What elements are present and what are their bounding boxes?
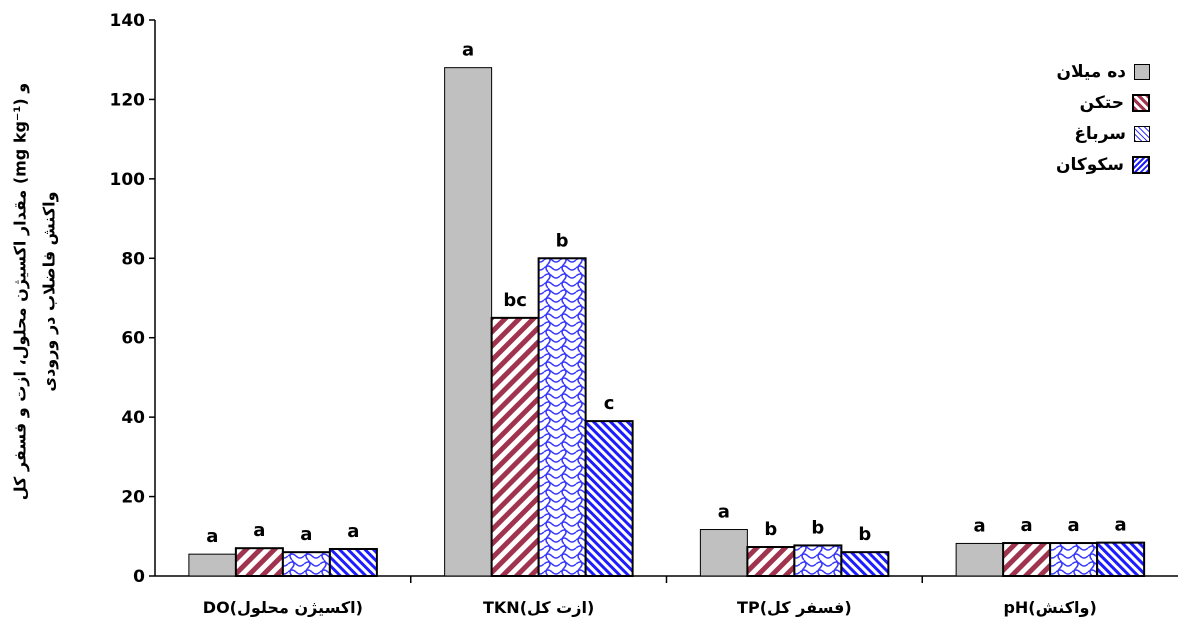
data-label: a	[718, 502, 730, 523]
y-tick-label: 20	[121, 488, 145, 508]
bar	[840, 551, 890, 578]
data-label: b	[811, 517, 824, 538]
labels: 0 20 40 60 80 100 120 140 DO(اکسیژن محلول) TKN(از…	[110, 11, 1127, 617]
bar	[793, 544, 843, 577]
bars	[188, 67, 1146, 578]
bar	[584, 420, 634, 577]
legend-label: سکوکان	[1055, 154, 1124, 175]
y-axis-label-line1: مقدار اکسیژن محلول، ازت و فسفر کل (mg kg…	[10, 82, 30, 501]
data-label: a	[1068, 515, 1080, 536]
legend-item: سرباغ	[980, 118, 1150, 149]
bar	[328, 547, 378, 577]
x-tick-label: TKN(ازت کل)	[483, 598, 594, 617]
bar	[955, 542, 1004, 577]
bar	[234, 547, 284, 578]
legend-label: سرباغ	[1074, 123, 1126, 144]
y-tick-label: 60	[121, 329, 145, 349]
bar	[537, 257, 587, 577]
data-label: b	[556, 230, 569, 251]
bar	[746, 546, 796, 577]
bar	[1002, 542, 1052, 578]
y-tick-label: 40	[121, 408, 145, 428]
legend-label: حتکن	[1079, 92, 1124, 113]
y-axis-label-line2: واکنش فاضلاب در ورودی	[39, 191, 59, 392]
x-tick-label: pH(واکنش)	[1003, 598, 1096, 617]
legend-swatch-gray	[1134, 63, 1150, 80]
data-label: a	[1021, 515, 1033, 536]
bar	[699, 529, 748, 577]
data-label: a	[253, 520, 265, 541]
y-tick-label: 0	[133, 567, 145, 587]
x-tick-label: TP(فسفر کل)	[737, 598, 852, 617]
legend-swatch-wave	[1134, 125, 1150, 142]
data-label: a	[347, 521, 359, 542]
bar	[444, 67, 493, 577]
y-tick-label: 140	[110, 11, 146, 31]
data-label: c	[604, 393, 615, 414]
bar	[1049, 542, 1099, 578]
y-tick-label: 100	[110, 170, 146, 190]
legend-swatch-red	[1132, 93, 1150, 112]
legend: ده میلان حتکن سرباغ سکوکان	[980, 56, 1150, 180]
bar	[188, 553, 237, 577]
y-tick-label: 80	[121, 249, 145, 269]
data-label: a	[206, 526, 218, 547]
bar	[281, 551, 331, 578]
legend-label: ده میلان	[1056, 61, 1126, 82]
data-label: bc	[503, 290, 527, 311]
y-tick-label: 120	[110, 90, 146, 110]
data-label: a	[1115, 515, 1127, 536]
legend-item: ده میلان	[980, 56, 1150, 87]
legend-item: سکوکان	[980, 149, 1150, 180]
data-label: b	[764, 519, 777, 540]
data-label: a	[974, 515, 986, 536]
bar	[490, 316, 540, 577]
bar	[1096, 541, 1146, 578]
data-label: a	[300, 524, 312, 545]
data-label: a	[462, 40, 474, 61]
x-tick-label: DO(اکسیژن محلول)	[203, 598, 363, 617]
legend-item: حتکن	[980, 87, 1150, 118]
legend-swatch-blue	[1132, 155, 1150, 174]
data-label: b	[858, 524, 871, 545]
